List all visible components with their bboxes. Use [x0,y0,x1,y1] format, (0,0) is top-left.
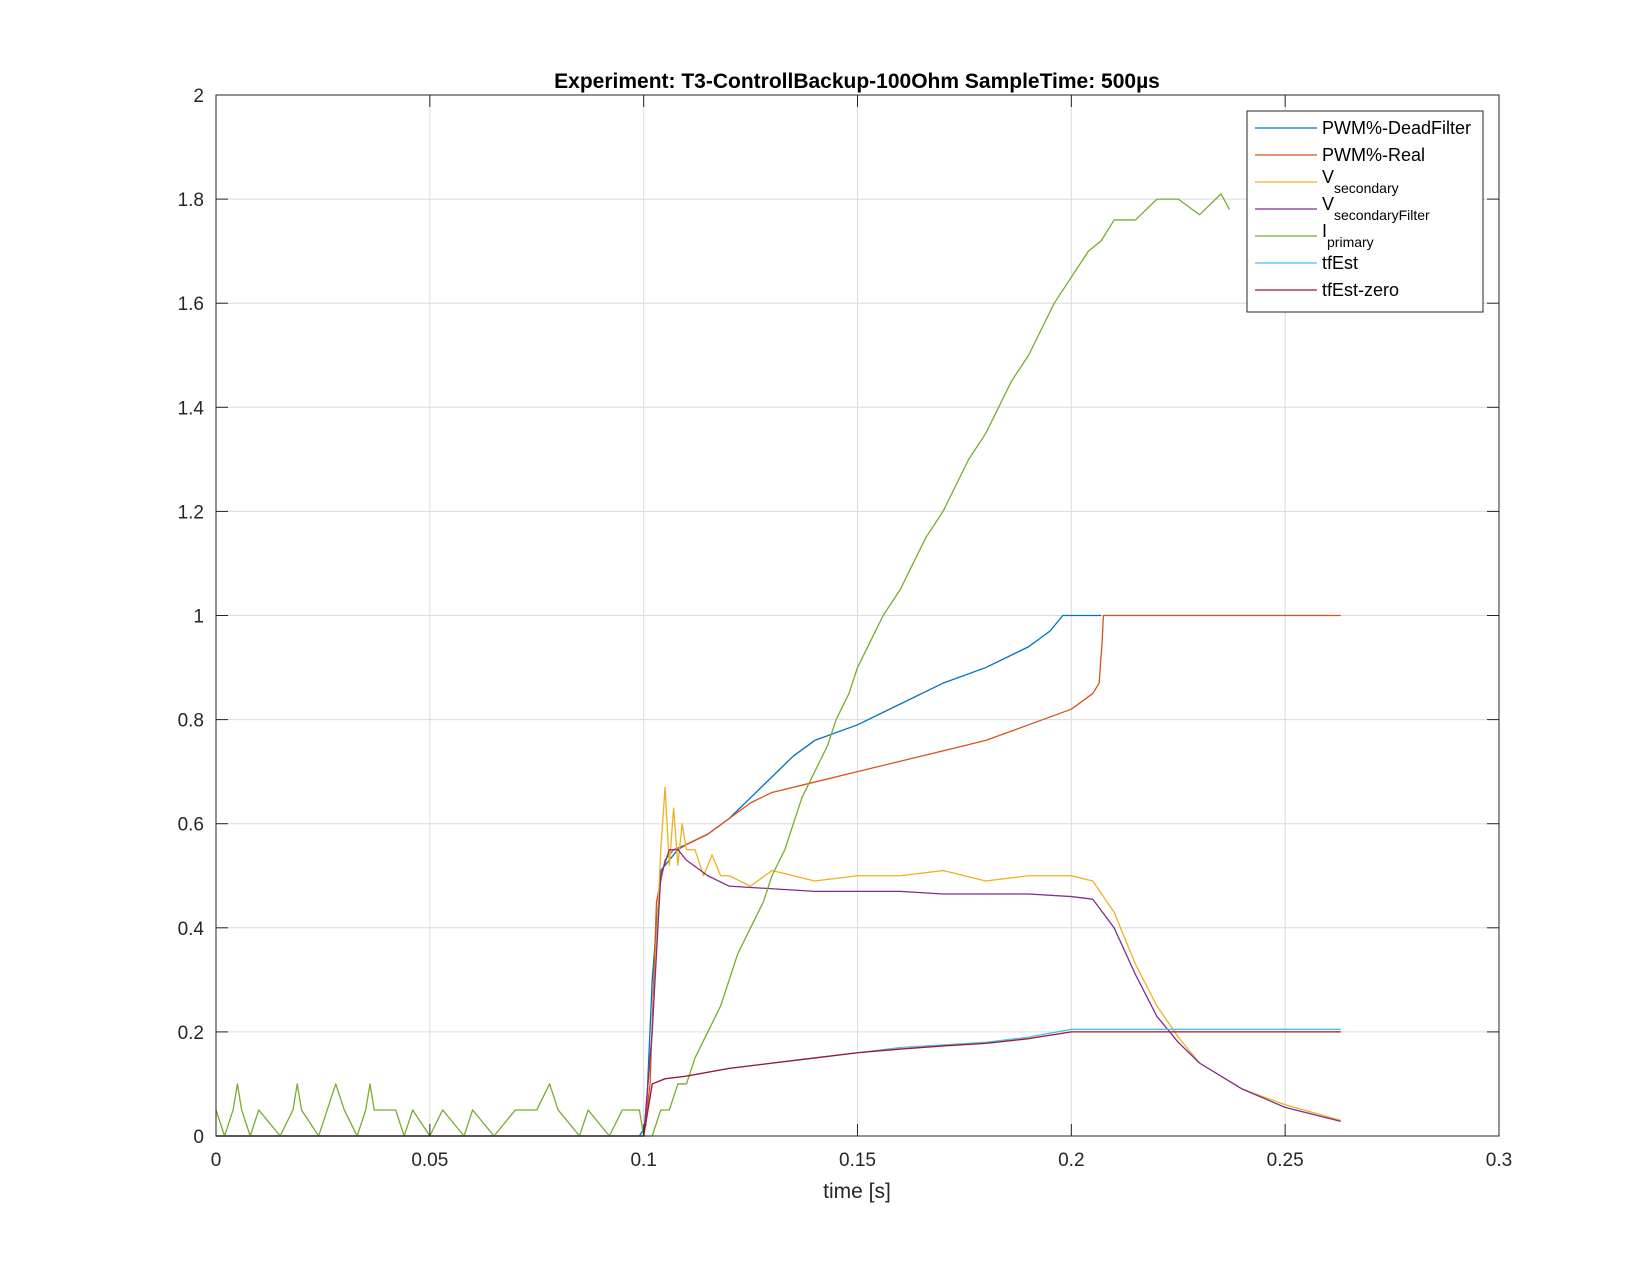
y-tick-label: 1 [193,607,204,628]
legend-entry-subscript: secondary [1334,180,1399,196]
x-tick-label: 0.15 [839,1150,876,1171]
x-tick-label: 0.25 [1267,1150,1304,1171]
y-tick-label: 0.8 [178,711,204,732]
x-axis-label: time [s] [823,1180,891,1203]
series-line-2 [216,786,1341,1137]
y-tick-label: 2 [193,86,204,107]
series-line-3 [216,849,1341,1137]
legend: PWM%-DeadFilterPWM%-RealVsecondaryVsecon… [1246,110,1484,313]
series-line-1 [216,614,1341,1137]
legend-entry: PWM%-Real [1322,145,1425,165]
series-layer [215,193,1341,1137]
x-tick-label: 0.3 [1486,1150,1512,1171]
legend-entry: Vsecondary [1322,167,1399,196]
legend-entry: VsecondaryFilter [1322,194,1430,223]
legend-entry-name: PWM%-Real [1322,145,1425,165]
legend-entry: Iprimary [1322,221,1374,250]
chart-title: Experiment: T3-ControllBackup-100Ohm Sam… [554,70,1160,93]
series-line-0 [216,614,1102,1137]
y-tick-label: 1.8 [178,190,204,211]
series-line-4 [215,193,1231,1137]
y-tick-label: 1.4 [178,398,205,419]
legend-entry-name: tfEst [1322,253,1358,273]
legend-entry-name: V [1322,194,1334,214]
legend-entry-name: PWM%-DeadFilter [1322,118,1471,138]
x-tick-label: 0.1 [630,1150,656,1171]
y-tick-label: 0 [193,1127,204,1148]
y-tick-label: 0.2 [178,1023,204,1044]
legend-entry: PWM%-DeadFilter [1322,118,1471,138]
legend-entry-subscript: primary [1327,234,1374,250]
y-tick-label: 0.6 [178,815,204,836]
x-tick-label: 0 [211,1150,222,1171]
legend-entry-name: tfEst-zero [1322,280,1399,300]
x-tick-label: 0.2 [1058,1150,1084,1171]
ticks: 0 0.05 0.1 0.15 0.2 0.25 0.3 0 0.2 0.4 0.6 0.8 1 1.2 1… [178,86,1513,1171]
legend-box [1246,110,1484,313]
x-tick-label: 0.05 [411,1150,448,1171]
legend-entry-name: I [1322,221,1327,241]
legend-entry: tfEst [1322,253,1358,273]
y-tick-label: 1.2 [178,502,204,523]
series-line-6 [216,1031,1341,1137]
y-tick-label: 0.4 [178,919,205,940]
legend-entry-subscript: secondaryFilter [1334,207,1430,223]
legend-entry-name: V [1322,167,1334,187]
y-tick-label: 1.6 [178,294,204,315]
legend-entry: tfEst-zero [1322,280,1399,300]
